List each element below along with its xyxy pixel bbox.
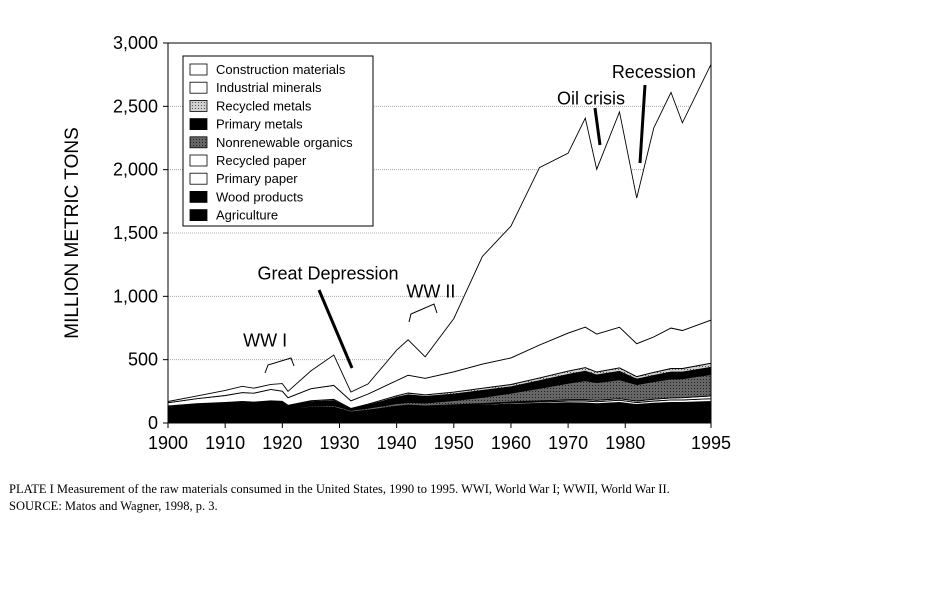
legend-label: Primary paper [216,171,298,186]
legend-label: Agriculture [216,208,278,223]
x-tick-label: 1910 [205,433,245,453]
legend-box [182,55,374,227]
y-tick-label: 3,000 [113,33,158,53]
x-axis: 1900 1910 1920 1930 1940 1950 1960 1970 1980 1995 [148,423,731,453]
annotations: WW I Great Depression WW II Oil crisis Reces… [243,62,696,374]
legend-swatch [189,190,208,203]
x-tick-label: 1970 [548,433,588,453]
caption-line-1: PLATE I Measurement of the raw materials… [9,482,670,496]
y-axis: 0 500 1,000 1,500 2,000 2,500 3,000 [113,33,168,433]
y-tick-label: 2,500 [113,96,158,116]
stacked-area-chart: WW I Great Depression WW II Oil crisis Reces… [62,33,731,453]
y-tick-label: 1,000 [113,286,158,306]
series-areas [167,64,712,424]
legend-swatch [189,63,208,76]
caption-line-2: SOURCE: Matos and Wagner, 1998, p. 3. [9,499,218,513]
y-tick-label: 1,500 [113,223,158,243]
y-tick-label: 500 [128,350,158,370]
x-tick-label: 1950 [434,433,474,453]
legend-label: Construction materials [216,62,346,77]
legend-swatch [189,136,208,149]
legend-swatch [189,209,208,222]
annotation-pointer [317,289,354,369]
annotation-pointer [408,303,438,323]
x-tick-label: 1960 [491,433,531,453]
y-tick-label: 0 [148,413,158,433]
legend-label: Recycled metals [216,98,312,113]
annotation-label: Oil crisis [557,89,625,109]
x-tick-label: 1900 [148,433,188,453]
legend: Construction materials Industrial mineral… [182,55,374,227]
legend-label: Recycled paper [216,153,307,168]
annotation-pointer [264,357,295,374]
legend-swatch [189,172,208,185]
x-tick-label: 1920 [262,433,302,453]
annotation-label: WW II [406,281,455,301]
legend-label: Primary metals [216,117,303,132]
legend-label: Nonrenewable organics [216,135,353,150]
y-tick-label: 2,000 [113,160,158,180]
annotation-pointer [593,107,602,146]
annotation-label: Recession [612,62,696,82]
figure-caption: PLATE I Measurement of the raw materials… [9,481,919,515]
x-tick-label: 1980 [605,433,645,453]
legend-label: Industrial minerals [216,80,322,95]
legend-swatch [189,81,208,94]
y-axis-label: MILLION METRIC TONS [62,127,83,339]
legend-swatch [189,100,208,112]
annotation-label: Great Depression [258,264,399,284]
legend-swatch [189,118,208,130]
x-tick-label: 1995 [691,433,731,453]
annotation-label: WW I [243,331,287,351]
legend-swatch [189,154,208,167]
x-tick-label: 1930 [319,433,359,453]
legend-label: Wood products [216,189,304,204]
annotation-pointer [638,84,647,164]
x-tick-label: 1940 [377,433,417,453]
